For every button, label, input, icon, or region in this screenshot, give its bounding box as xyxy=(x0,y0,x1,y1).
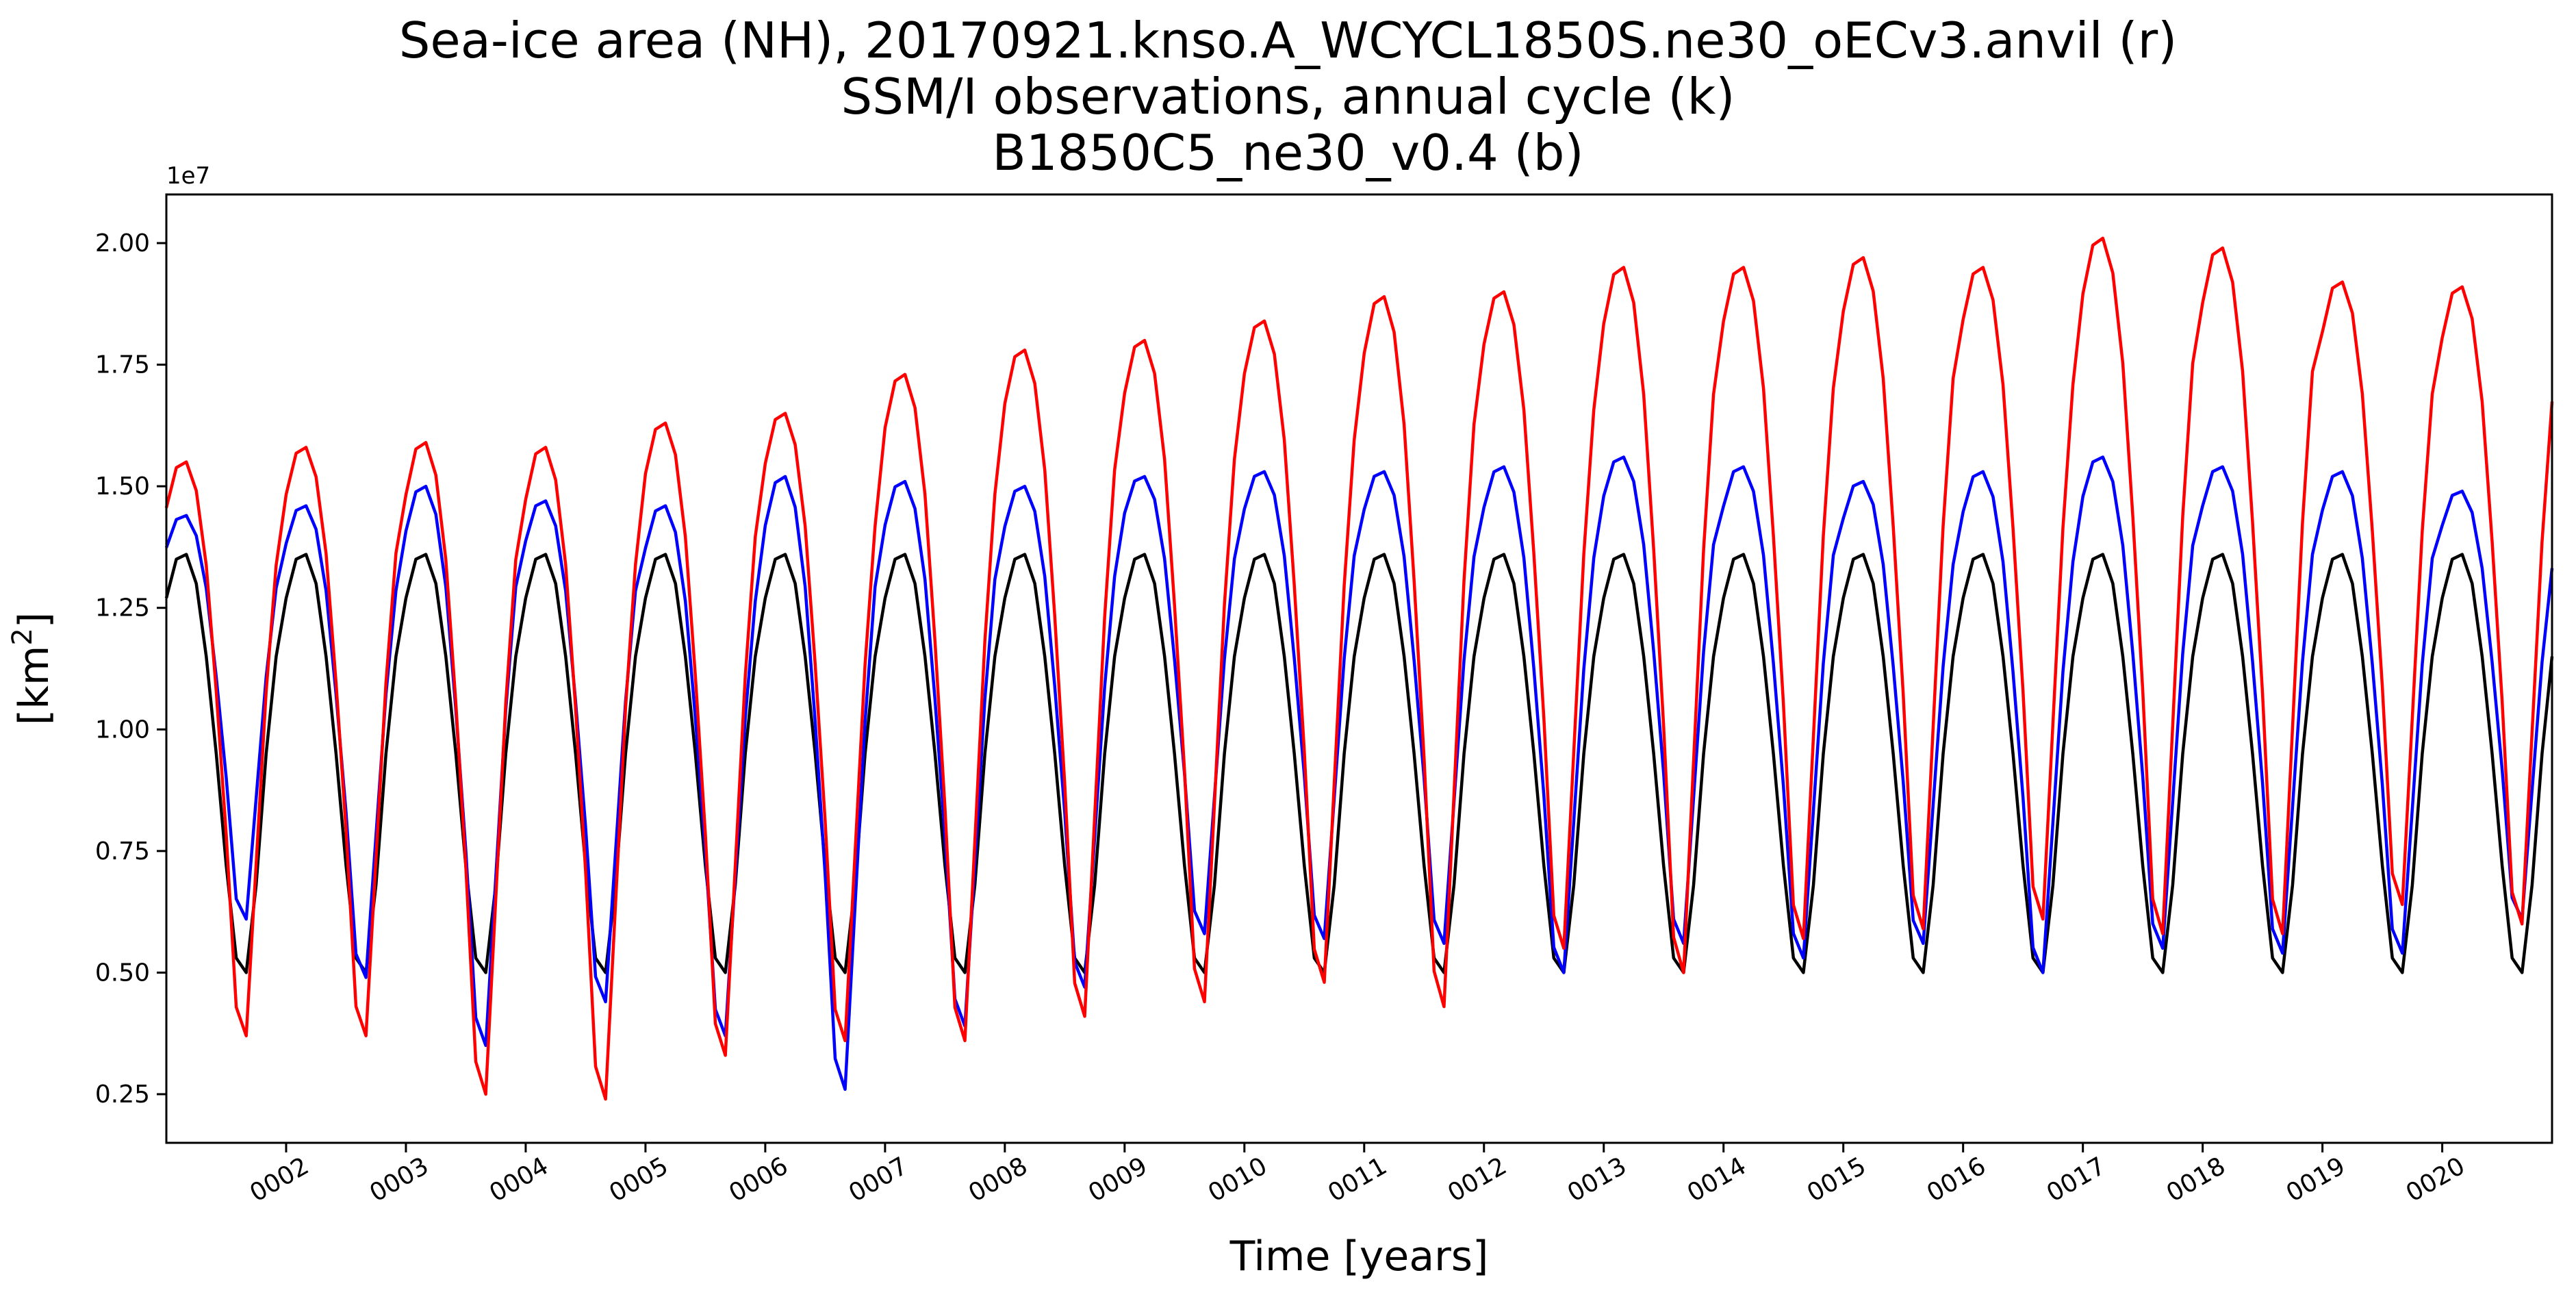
x-tick-label: 0009 xyxy=(1084,1152,1152,1207)
x-axis: 0002 0003 0004 0005 0006 0007 0008 0009 0010 0011… xyxy=(245,1143,2470,1208)
y-axis-label-superscript: 2 xyxy=(7,628,38,645)
x-tick-label: 0020 xyxy=(2401,1152,2470,1207)
x-tick-label: 0019 xyxy=(2282,1152,2350,1207)
series-line-2 xyxy=(164,455,2554,1091)
y-tick-label: 1.50 xyxy=(95,472,150,501)
y-tick-label: 0.75 xyxy=(95,837,150,866)
x-tick-label: 0013 xyxy=(1563,1152,1631,1207)
y-offset-label: 1e7 xyxy=(166,162,210,190)
x-tick-label: 0002 xyxy=(245,1152,314,1207)
x-tick-label: 0011 xyxy=(1323,1152,1392,1207)
plot-frame xyxy=(165,193,2553,1144)
x-tick-label: 0008 xyxy=(964,1152,1032,1207)
x-tick-label: 0010 xyxy=(1203,1152,1272,1207)
x-tick-label: 0012 xyxy=(1443,1152,1512,1207)
y-tick-label: 1.75 xyxy=(95,351,150,379)
y-axis: 0.25 0.50 0.75 1.00 1.25 1.50 1.75 2.00 xyxy=(95,229,166,1109)
y-tick-label: 1.25 xyxy=(95,594,150,622)
y-axis-label: [km2] xyxy=(7,612,58,725)
x-tick-label: 0018 xyxy=(2162,1152,2230,1207)
y-axis-label-base: [km xyxy=(10,646,58,726)
x-tick-label: 0017 xyxy=(2042,1152,2110,1207)
x-axis-label: Time [years] xyxy=(1229,1233,1489,1280)
x-tick-label: 0004 xyxy=(485,1152,553,1207)
y-tick-label: 2.00 xyxy=(95,229,150,257)
y-tick-label: 0.50 xyxy=(95,959,150,987)
x-tick-label: 0003 xyxy=(365,1152,433,1207)
chart-title-line-2: SSM/I observations, annual cycle (k) xyxy=(841,68,1735,125)
x-tick-label: 0014 xyxy=(1683,1152,1751,1207)
x-tick-label: 0015 xyxy=(1802,1152,1871,1207)
series-line-3 xyxy=(164,236,2554,1101)
chart-title: Sea-ice area (NH), 20170921.knso.A_WCYCL… xyxy=(0,12,2576,181)
y-tick-label: 0.25 xyxy=(95,1081,150,1109)
x-tick-label: 0005 xyxy=(604,1152,673,1207)
x-tick-label: 0006 xyxy=(724,1152,793,1207)
x-tick-label: 0007 xyxy=(844,1152,913,1207)
chart-title-line-3: B1850C5_ne30_v0.4 (b) xyxy=(992,124,1584,181)
x-tick-label: 0016 xyxy=(1922,1152,1991,1207)
series-layer xyxy=(164,236,2554,1101)
chart-title-line-1: Sea-ice area (NH), 20170921.knso.A_WCYCL… xyxy=(398,12,2178,69)
series-line-1 xyxy=(164,553,2554,974)
y-axis-label-end: ] xyxy=(10,612,58,628)
y-tick-label: 1.00 xyxy=(95,716,150,744)
